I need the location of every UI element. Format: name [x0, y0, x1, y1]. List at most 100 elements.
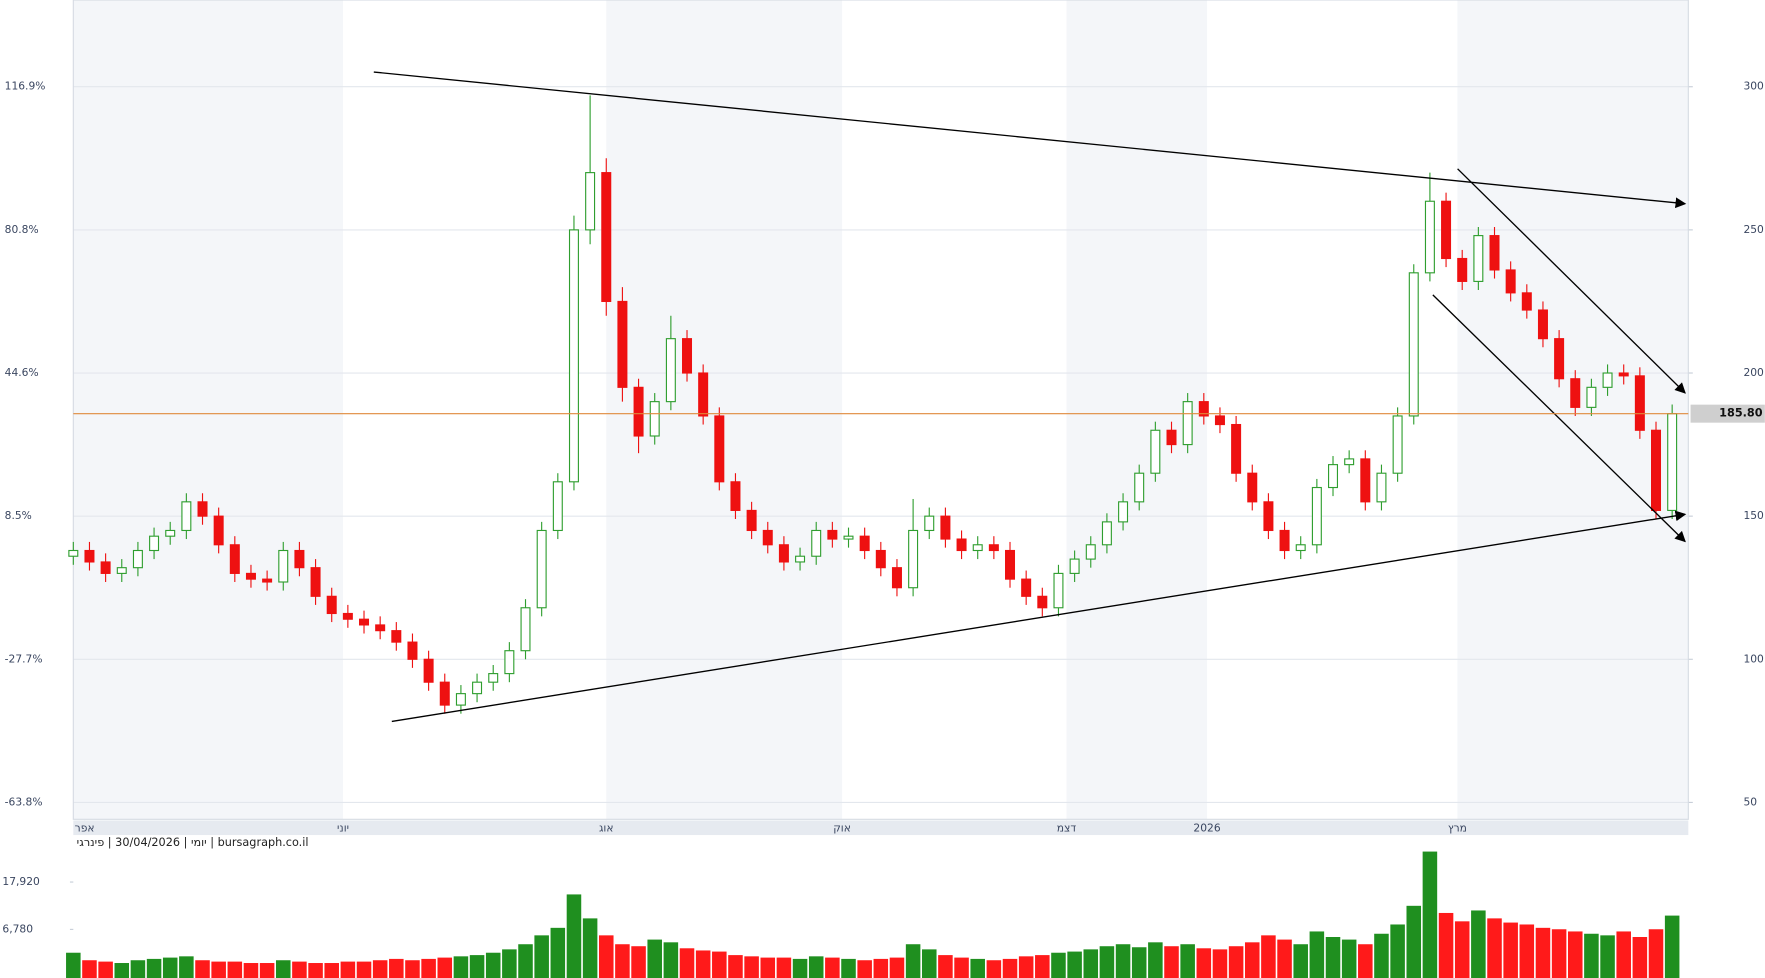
candle-body: [1586, 386, 1597, 408]
volume-bar: [1325, 937, 1341, 978]
volume-bar: [1277, 939, 1292, 978]
volume-bar: [66, 952, 81, 978]
candle-body: [1279, 529, 1290, 552]
volume-bar: [1616, 931, 1631, 978]
volume-bar: [1293, 944, 1308, 978]
candle-body: [536, 529, 547, 609]
volume-bar: [518, 944, 533, 978]
plot-frame: [72, 0, 1689, 820]
volume-bar: [308, 963, 323, 978]
volume-bar: [1002, 958, 1018, 978]
candle-body: [68, 549, 79, 557]
candle-body: [149, 535, 160, 552]
y2-tick-label: 200: [1743, 366, 1764, 379]
volume-tick-label: 17,920: [2, 875, 40, 888]
candle-body: [1021, 578, 1032, 597]
candle-body: [649, 401, 660, 437]
month-band: [73, 0, 344, 820]
candle-body: [1489, 235, 1500, 271]
candle-body: [552, 481, 563, 532]
candle-body: [633, 386, 644, 437]
candle-body: [1667, 413, 1678, 511]
candle-body: [197, 501, 208, 517]
y2-tick-label: 250: [1743, 223, 1764, 236]
candle-body: [908, 529, 919, 589]
y-tick-label: 116.9%: [5, 80, 46, 93]
candle-body: [294, 549, 305, 569]
volume-bar: [1406, 905, 1422, 978]
x-tick-label: דצמ: [1057, 821, 1077, 834]
y2-tick-label: 100: [1743, 652, 1764, 665]
volume-bar: [1422, 851, 1438, 978]
month-band: [1457, 0, 1689, 820]
x-tick-label: אוג: [599, 821, 613, 834]
candles: [68, 95, 1678, 714]
candle-body: [1570, 378, 1581, 408]
candle-body: [342, 612, 353, 620]
volume-bar: [1115, 944, 1131, 978]
volume-bar: [905, 944, 921, 978]
volume-bar: [857, 960, 872, 978]
month-band: [606, 0, 843, 820]
candle-body: [181, 501, 192, 532]
volume-bar: [1148, 942, 1163, 978]
volume-bar: [970, 958, 985, 978]
volume-bar: [1648, 929, 1664, 978]
last-price-box: [1690, 404, 1765, 423]
candle-body: [1328, 464, 1339, 489]
candle-body: [1198, 401, 1209, 417]
volume-bar: [1228, 946, 1244, 978]
volume-bar: [437, 957, 453, 978]
volume-bar: [453, 956, 469, 978]
source-label: יומי | 30/04/2026 | פינרגי | bursagraph.…: [77, 836, 309, 849]
candle-body: [262, 578, 273, 583]
x-tick-label: אפר: [75, 821, 95, 834]
candle-body: [1118, 501, 1129, 523]
volume-bar: [1196, 948, 1212, 978]
candle-body: [1651, 429, 1662, 511]
candle-body: [1376, 472, 1387, 503]
volume-bar: [1584, 933, 1599, 978]
candle-body: [1344, 458, 1355, 466]
candle-body: [1424, 200, 1435, 274]
volume-bar: [502, 949, 517, 978]
volume-bar: [1341, 939, 1357, 978]
candle-body: [326, 595, 337, 615]
candle-body: [795, 555, 806, 563]
volume-bar: [485, 952, 501, 978]
candle-body: [617, 300, 628, 388]
volume-bar: [631, 946, 646, 978]
volume-bar: [1503, 922, 1518, 978]
volume-bar: [372, 960, 388, 978]
candle-body: [924, 515, 935, 532]
month-bands: [73, 0, 1689, 820]
candle-body: [1150, 429, 1161, 474]
volume-bar: [776, 957, 792, 978]
candle-body: [585, 172, 596, 231]
y-tick-label: 8.5%: [5, 509, 32, 522]
volume-bar: [760, 957, 776, 978]
volume-bar: [712, 951, 727, 978]
y-tick-label: 44.6%: [5, 366, 39, 379]
candle-body: [1085, 544, 1096, 560]
candle-body: [1457, 257, 1468, 282]
y-tick-label: -27.7%: [5, 652, 43, 665]
candle-body: [746, 509, 757, 532]
volume-bar: [954, 957, 969, 978]
volume-bar: [405, 960, 420, 978]
y-tick-label: 80.8%: [5, 223, 39, 236]
volume-bar: [1551, 929, 1567, 978]
candle-body: [1295, 544, 1306, 552]
candle-body: [1037, 595, 1048, 609]
candle-body: [1134, 472, 1145, 503]
candle-body: [843, 535, 854, 540]
trendline: [1432, 294, 1686, 543]
volume-bar: [744, 956, 759, 978]
candle-body: [423, 658, 434, 683]
candle-body: [472, 681, 483, 695]
volume-bar: [1099, 946, 1115, 978]
volume-bar: [825, 957, 840, 978]
volume-bar: [1067, 951, 1082, 978]
volume-bar: [1244, 942, 1260, 978]
